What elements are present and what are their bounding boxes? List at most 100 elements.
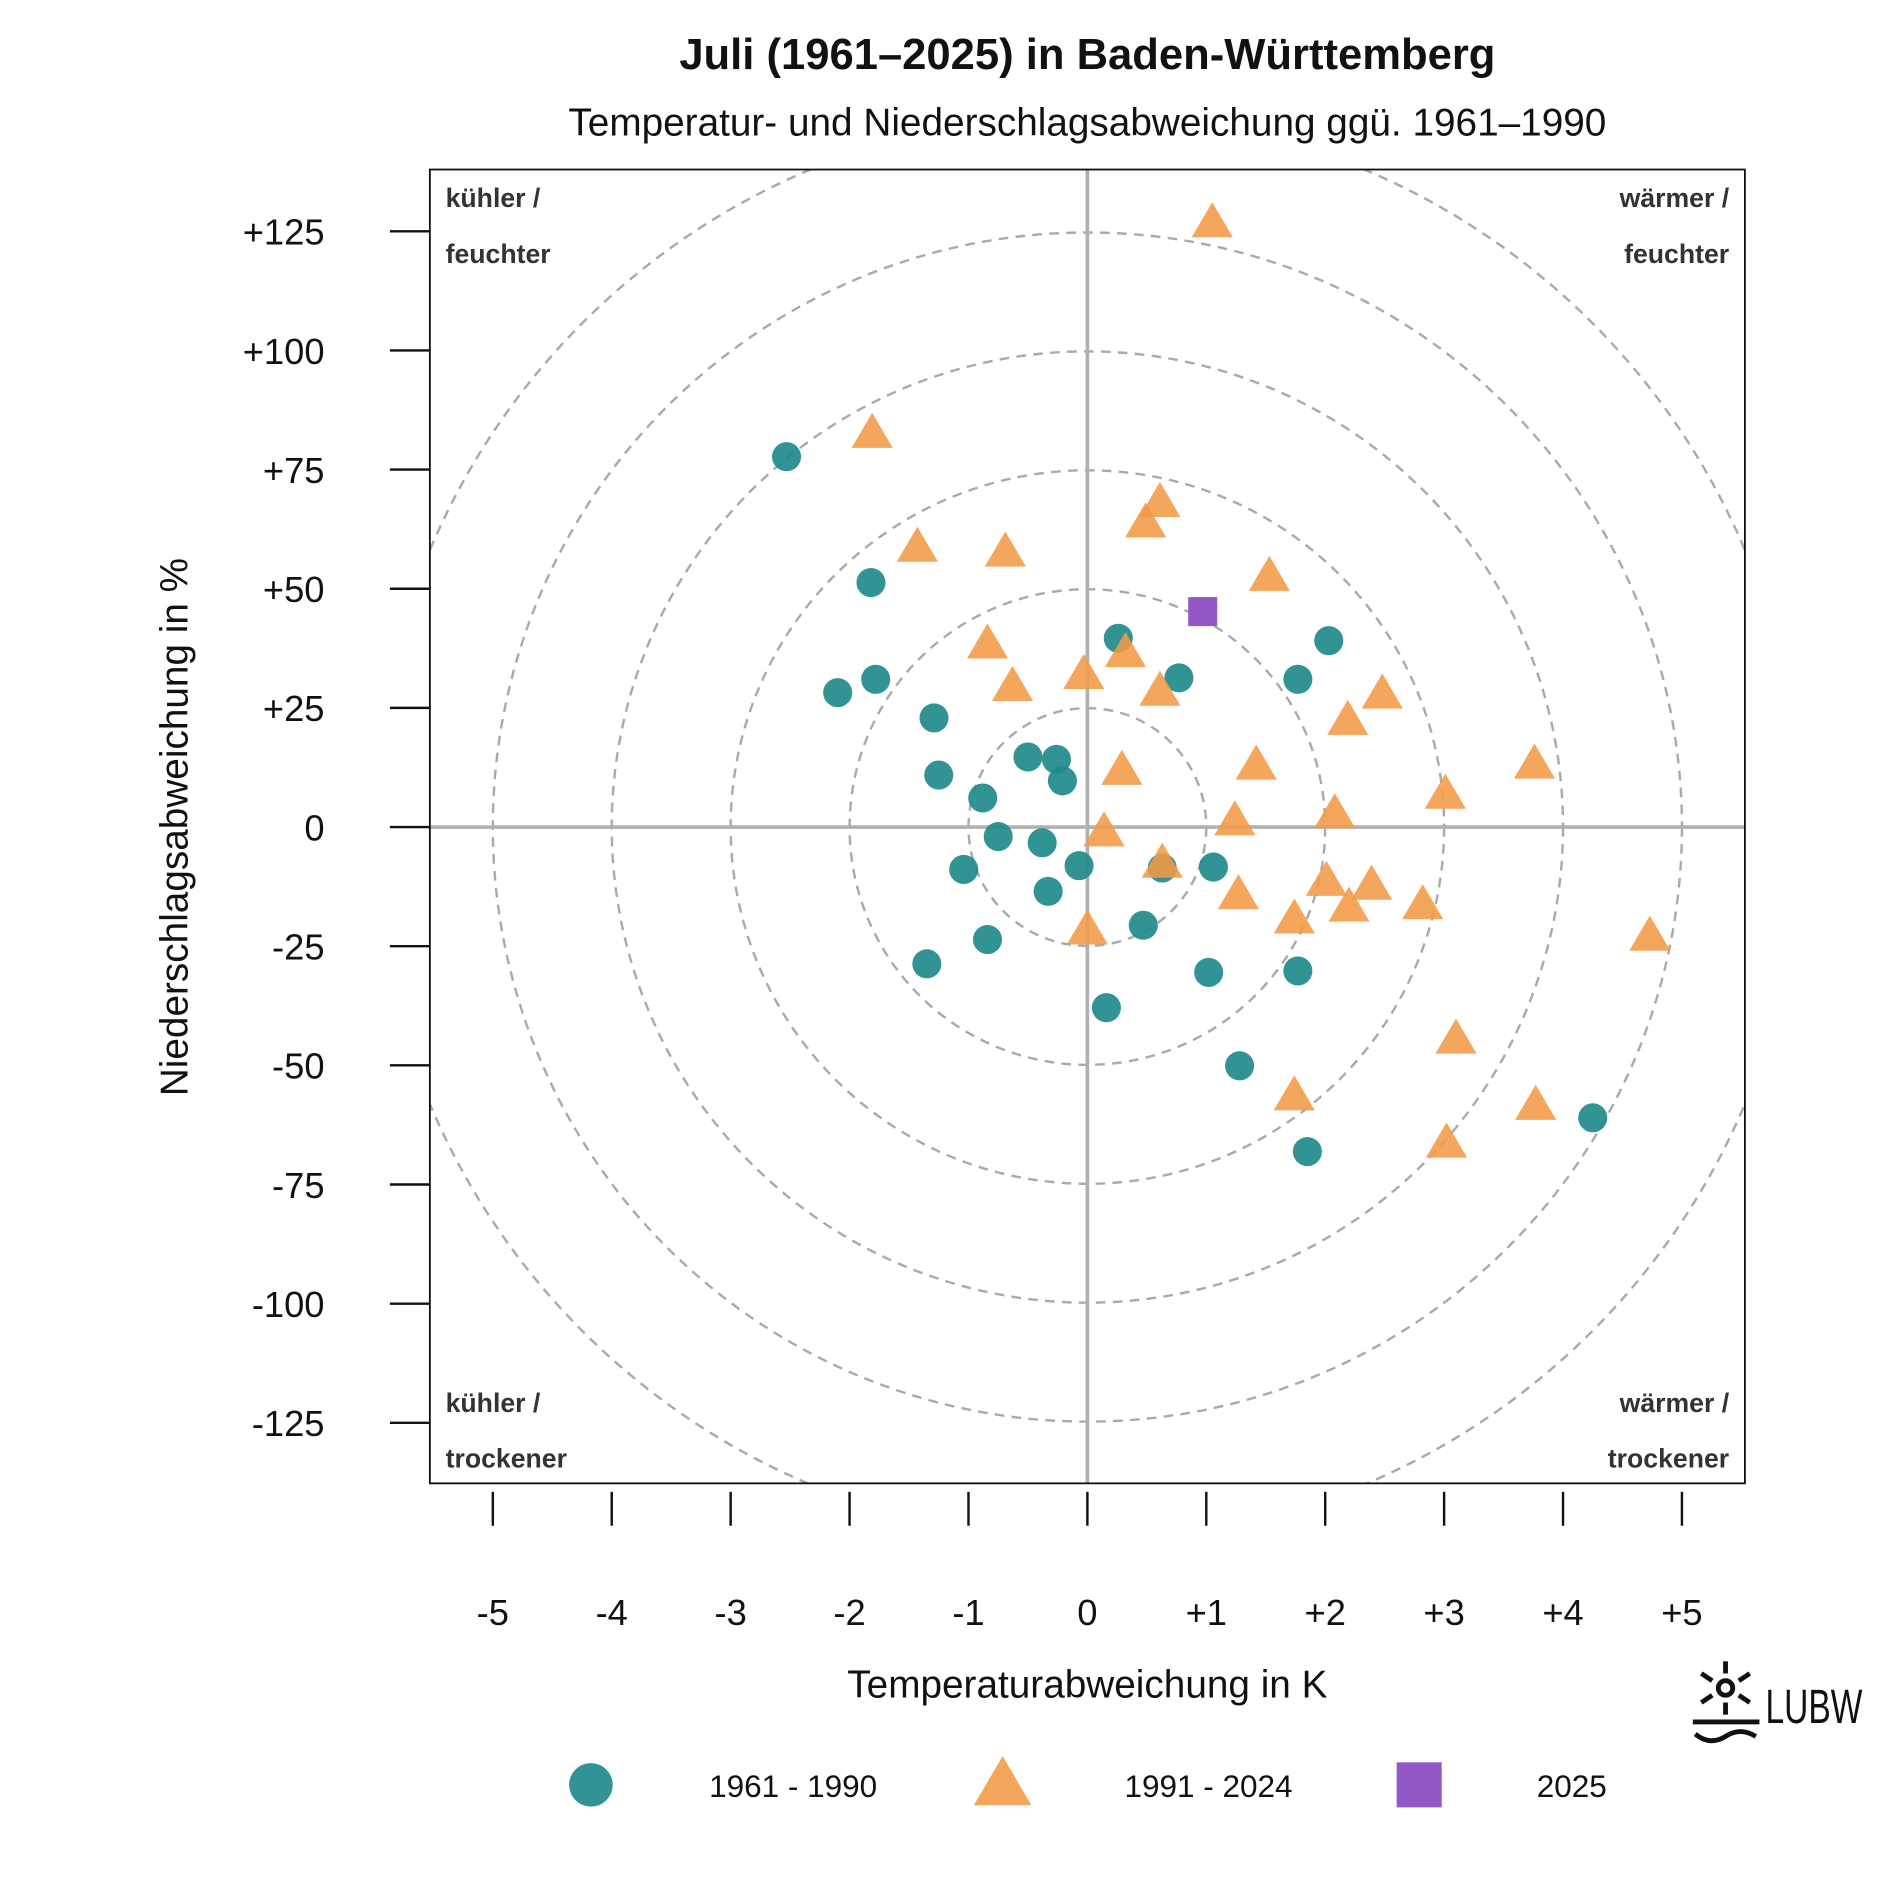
point-circle-1961-1990 — [856, 568, 886, 598]
point-triangle-1991-2024 — [1425, 1122, 1468, 1158]
quadrant-label-bottom-right-1: wärmer / — [1619, 1388, 1730, 1418]
y-tick-label: +100 — [243, 331, 325, 372]
point-triangle-1991-2024 — [1139, 670, 1181, 706]
point-circle-1961-1990 — [1225, 1051, 1255, 1081]
y-tick-label: -50 — [272, 1046, 324, 1087]
point-triangle-1991-2024 — [1350, 864, 1393, 900]
point-triangle-1991-2024 — [1424, 773, 1466, 809]
point-triangle-1991-2024 — [1104, 632, 1147, 668]
point-triangle-1991-2024 — [1435, 1018, 1477, 1054]
point-triangle-1991-2024 — [896, 526, 938, 562]
quadrant-label-top-left-2: feuchter — [446, 239, 551, 269]
legend: 1961 - 1990 1991 - 2024 2025 — [569, 1756, 1607, 1808]
point-circle-1961-1990 — [1047, 766, 1077, 796]
chart-subtitle: Temperatur- und Niederschlagsabweichung … — [568, 102, 1606, 145]
x-axis-label: Temperaturabweichung in K — [847, 1664, 1327, 1707]
point-circle-1961-1990 — [772, 442, 802, 472]
quadrant-label-bottom-left-2: trockener — [446, 1444, 567, 1474]
legend-label: 1991 - 2024 — [1124, 1769, 1292, 1804]
point-triangle-1991-2024 — [1305, 860, 1347, 896]
point-circle-1961-1990 — [1013, 742, 1043, 772]
quadrant-label-bottom-left-1: kühler / — [446, 1388, 541, 1418]
legend-marker-triangle — [973, 1756, 1032, 1806]
point-circle-1961-1990 — [1578, 1103, 1608, 1133]
x-tick-label: +2 — [1305, 1592, 1346, 1633]
point-triangle-1991-2024 — [1248, 555, 1290, 591]
legend-marker-square — [1396, 1762, 1442, 1808]
point-triangle-1991-2024 — [1125, 502, 1167, 538]
point-triangle-1991-2024 — [1217, 874, 1259, 910]
point-circle-1961-1990 — [968, 783, 998, 813]
y-tick-label: +25 — [263, 688, 325, 729]
legend-label: 1961 - 1990 — [709, 1769, 877, 1804]
point-circle-1961-1990 — [1314, 626, 1344, 656]
point-circle-1961-1990 — [1064, 851, 1094, 881]
point-circle-1961-1990 — [919, 703, 949, 733]
x-tick-label: -4 — [596, 1592, 628, 1633]
point-triangle-1991-2024 — [1273, 1075, 1315, 1111]
x-tick-label: +5 — [1661, 1592, 1702, 1633]
x-tick-label: +3 — [1423, 1592, 1464, 1633]
point-triangle-1991-2024 — [1328, 886, 1370, 922]
quadrant-label-bottom-right-2: trockener — [1608, 1444, 1729, 1474]
legend-label: 2025 — [1537, 1769, 1607, 1804]
point-triangle-1991-2024 — [1629, 915, 1671, 951]
point-triangle-1991-2024 — [1235, 744, 1277, 780]
point-circle-1961-1990 — [1033, 876, 1063, 906]
point-circle-1961-1990 — [1027, 828, 1057, 858]
point-triangle-1991-2024 — [966, 623, 1009, 659]
x-tick-label: -3 — [715, 1592, 747, 1633]
point-triangle-1991-2024 — [1314, 793, 1356, 829]
lubw-logo: LUBW — [1692, 1661, 1863, 1744]
point-triangle-1991-2024 — [984, 531, 1026, 567]
chart-title: Juli (1961–2025) in Baden-Württemberg — [679, 31, 1495, 79]
x-tick-label: -1 — [952, 1592, 984, 1633]
point-circle-1961-1990 — [983, 822, 1013, 852]
point-triangle-1991-2024 — [851, 412, 893, 448]
point-triangle-1991-2024 — [1139, 481, 1181, 518]
point-circle-1961-1990 — [924, 760, 954, 790]
point-circle-1961-1990 — [1164, 663, 1194, 693]
point-square-2025 — [1188, 597, 1218, 627]
point-triangle-1991-2024 — [1083, 811, 1125, 847]
y-tick-label: 0 — [304, 807, 324, 848]
y-tick-label: +125 — [243, 212, 325, 253]
point-triangle-1991-2024 — [1402, 884, 1444, 920]
point-triangle-1991-2024 — [991, 665, 1034, 701]
point-triangle-1991-2024 — [1063, 653, 1105, 690]
y-tick-label: -100 — [252, 1284, 325, 1325]
x-tick-label: +1 — [1186, 1592, 1227, 1633]
point-circle-1961-1990 — [972, 924, 1003, 955]
point-triangle-1991-2024 — [1361, 673, 1403, 709]
y-tick-label: +50 — [263, 569, 325, 610]
point-circle-1961-1990 — [949, 854, 979, 884]
point-triangle-1991-2024 — [1214, 800, 1256, 836]
point-triangle-1991-2024 — [1101, 749, 1143, 785]
point-circle-1961-1990 — [1283, 664, 1313, 694]
legend-marker-circle — [569, 1763, 613, 1807]
x-tick-label: 0 — [1077, 1592, 1097, 1633]
x-tick-label: +4 — [1542, 1592, 1583, 1633]
y-axis-label: Niederschlagsabweichung in % — [154, 558, 197, 1096]
point-circle-1961-1990 — [1198, 852, 1228, 882]
point-triangle-1991-2024 — [1327, 699, 1369, 735]
y-tick-label: -125 — [252, 1403, 325, 1444]
y-tick-label: +75 — [263, 450, 325, 491]
point-circle-1961-1990 — [912, 949, 942, 979]
point-circle-1961-1990 — [1091, 993, 1121, 1023]
point-circle-1961-1990 — [861, 664, 891, 694]
point-circle-1961-1990 — [1283, 956, 1313, 986]
y-tick-label: -25 — [272, 927, 324, 968]
point-triangle-1991-2024 — [1513, 743, 1556, 779]
quadrant-label-top-right-2: feuchter — [1624, 239, 1729, 269]
x-tick-label: -2 — [833, 1592, 865, 1633]
point-circle-1961-1990 — [1194, 957, 1224, 987]
quadrant-label-top-left-1: kühler / — [446, 183, 541, 213]
point-triangle-1991-2024 — [1066, 909, 1108, 945]
logo-text: LUBW — [1765, 1680, 1862, 1734]
quadrant-label-top-right-1: wärmer / — [1619, 183, 1730, 213]
point-triangle-1991-2024 — [1191, 202, 1233, 238]
point-circle-1961-1990 — [1128, 910, 1158, 940]
point-triangle-1991-2024 — [1273, 898, 1315, 934]
